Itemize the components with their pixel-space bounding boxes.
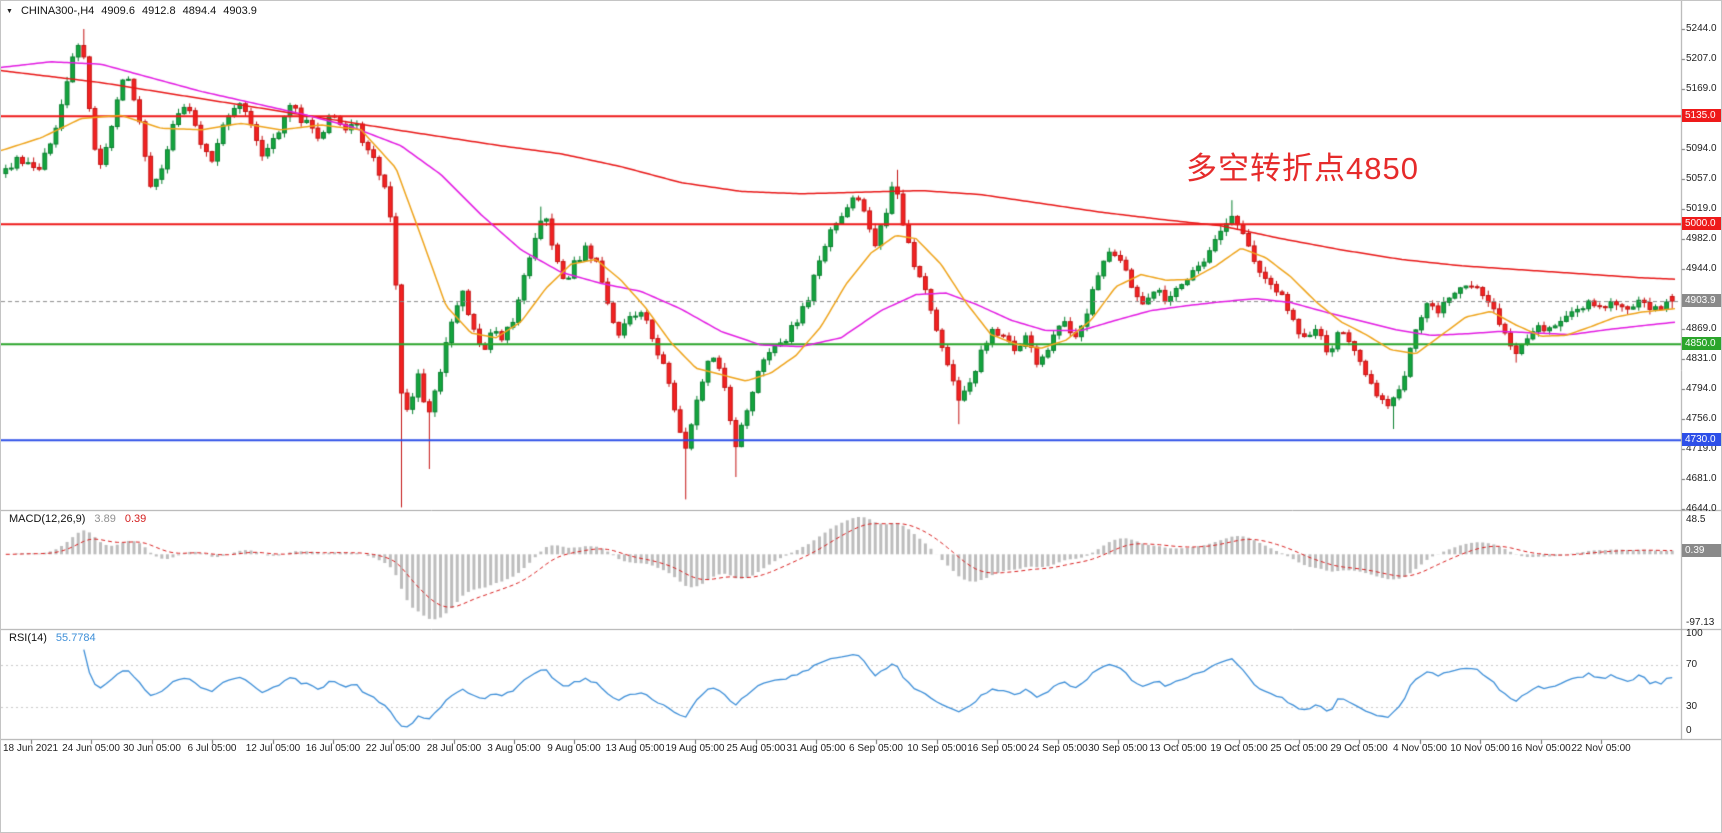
time-axis-label: 10 Sep 05:00 [907, 743, 967, 754]
time-axis-label: 13 Aug 05:00 [605, 743, 665, 754]
macd-current-badge: 0.39 [1682, 544, 1721, 557]
price-axis-tick: 4982.0 [1686, 233, 1717, 244]
price-axis-tick: 4681.0 [1686, 473, 1717, 484]
time-axis-label: 9 Aug 05:00 [547, 743, 601, 754]
chevron-down-icon[interactable]: ▼ [6, 7, 13, 15]
price-axis-tick: 4869.0 [1686, 323, 1717, 334]
macd-axis-min: -97.13 [1686, 617, 1715, 628]
time-axis-label: 25 Oct 05:00 [1270, 743, 1328, 754]
macd-value: 3.89 [94, 513, 116, 525]
time-axis-label: 16 Jul 05:00 [305, 743, 361, 754]
macd-name: MACD(12,26,9) [9, 513, 86, 525]
price-axis-tick: 4644.0 [1686, 503, 1717, 514]
price-axis-tick: 5019.0 [1686, 203, 1717, 214]
time-axis-label: 6 Jul 05:00 [187, 743, 237, 754]
rsi-name: RSI(14) [9, 632, 47, 644]
rsi-axis-tick: 70 [1686, 659, 1698, 670]
price-axis-tick: 5207.0 [1686, 53, 1717, 64]
price-axis-tick: 5094.0 [1686, 143, 1717, 154]
time-axis-label: 3 Aug 05:00 [487, 743, 541, 754]
time-axis-label: 24 Jun 05:00 [62, 743, 120, 754]
time-axis-label: 4 Nov 05:00 [1393, 743, 1447, 754]
ohlc-high: 4912.8 [141, 5, 176, 17]
price-line-badge: 4850.0 [1682, 337, 1721, 350]
rsi-axis-tick: 0 [1686, 725, 1692, 736]
price-line-badge: 4730.0 [1682, 433, 1721, 446]
time-axis-label: 6 Sep 05:00 [849, 743, 903, 754]
time-axis-label: 18 Jun 2021 [3, 743, 59, 754]
time-axis-label: 30 Sep 05:00 [1088, 743, 1148, 754]
price-axis-tick: 5057.0 [1686, 173, 1717, 184]
time-axis-label: 13 Oct 05:00 [1149, 743, 1207, 754]
ohlc-close: 4903.9 [223, 5, 257, 17]
time-axis-label: 24 Sep 05:00 [1028, 743, 1088, 754]
price-axis-tick: 4794.0 [1686, 383, 1717, 394]
symbol-header: ▼ CHINA300-,H4 4909.6 4912.8 4894.4 4903… [6, 5, 257, 17]
time-axis-label: 29 Oct 05:00 [1330, 743, 1388, 754]
time-axis-label: 19 Oct 05:00 [1210, 743, 1268, 754]
rsi-axis-tick: 30 [1686, 701, 1698, 712]
price-axis-tick: 4719.0 [1686, 443, 1717, 454]
symbol-timeframe: CHINA300-,H4 [20, 5, 95, 17]
macd-panel-label: MACD(12,26,9) 3.89 0.39 [9, 513, 146, 525]
ohlc-low: 4894.4 [182, 5, 217, 17]
time-axis-label: 28 Jul 05:00 [426, 743, 482, 754]
time-axis-label: 19 Aug 05:00 [665, 743, 725, 754]
price-axis-tick: 5169.0 [1686, 83, 1717, 94]
chart-annotation: 多空转折点4850 [1186, 151, 1419, 186]
time-axis-label: 22 Jul 05:00 [365, 743, 421, 754]
time-axis-label: 12 Jul 05:00 [245, 743, 301, 754]
price-line-badge: 5000.0 [1682, 217, 1721, 230]
rsi-panel-label: RSI(14) 55.7784 [9, 632, 96, 644]
price-line-badge: 5135.0 [1682, 109, 1721, 122]
time-axis-label: 16 Nov 05:00 [1511, 743, 1571, 754]
rsi-value: 55.7784 [55, 632, 96, 644]
time-axis-label: 10 Nov 05:00 [1450, 743, 1510, 754]
rsi-axis-tick: 100 [1686, 628, 1703, 639]
time-axis-label: 30 Jun 05:00 [123, 743, 181, 754]
time-axis-label: 25 Aug 05:00 [726, 743, 786, 754]
macd-signal-value: 0.39 [124, 513, 147, 525]
price-axis-tick: 5244.0 [1686, 23, 1717, 34]
time-axis-label: 16 Sep 05:00 [967, 743, 1027, 754]
price-axis-tick: 4831.0 [1686, 353, 1717, 364]
price-axis-tick: 4944.0 [1686, 263, 1717, 274]
time-axis-label: 31 Aug 05:00 [786, 743, 846, 754]
price-axis-tick: 4756.0 [1686, 413, 1717, 424]
ohlc-open: 4909.6 [101, 5, 135, 17]
time-axis-label: 22 Nov 05:00 [1571, 743, 1631, 754]
current-price-badge: 4903.9 [1682, 294, 1721, 307]
macd-axis-max: 48.5 [1686, 514, 1706, 525]
